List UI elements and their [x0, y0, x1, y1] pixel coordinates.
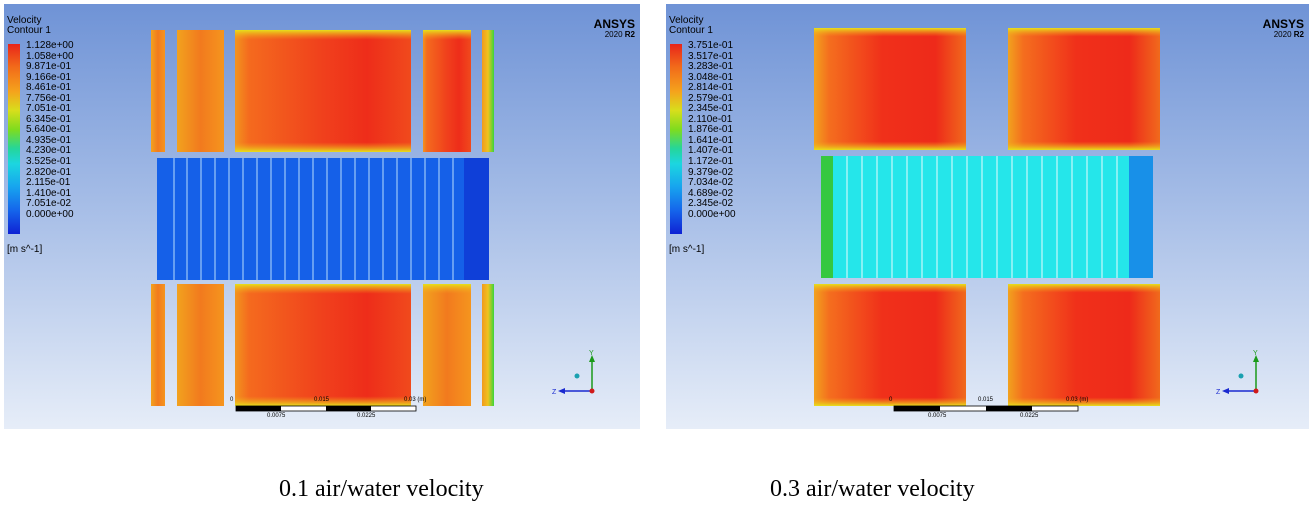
- axis-triad-icon: Y Z: [1216, 350, 1259, 396]
- legend-label: 3.283e-01: [688, 61, 734, 73]
- legend-label: 0.000e+00: [688, 208, 736, 220]
- caption-right: 0.3 air/water velocity: [770, 476, 975, 502]
- axis-y-label: Y: [589, 350, 594, 357]
- scale-label-00075: 0.0075: [267, 413, 286, 419]
- legend-label: 6.345e-01: [26, 113, 72, 125]
- legend-label: 4.689e-02: [688, 187, 734, 199]
- legend-label: 4.935e-01: [26, 134, 72, 146]
- ansys-logo: ANSYS 2020 R2: [593, 17, 635, 39]
- legend-label: 7.051e-01: [26, 103, 72, 115]
- scale-label-00075: 0.0075: [928, 413, 947, 419]
- legend-label: 9.379e-02: [688, 166, 734, 178]
- legend-label: 7.051e-02: [26, 198, 72, 210]
- axis-z-label: Z: [552, 389, 557, 396]
- scale-label-003: 0.03 (m): [404, 397, 427, 403]
- axis-z-label: Z: [1216, 389, 1221, 396]
- legend-label: 8.461e-01: [26, 82, 72, 94]
- contour-panel-left: Velocity Contour 1 1.128e+00 1.058e+00 9.8…: [4, 4, 640, 429]
- legend-label: 2.579e-01: [688, 92, 734, 104]
- caption-left: 0.1 air/water velocity: [279, 476, 484, 502]
- scale-label-0015: 0.015: [978, 397, 994, 403]
- scale-label-0: 0: [230, 397, 234, 403]
- legend-label: 2.345e-02: [688, 198, 734, 210]
- legend-label: 1.410e-01: [26, 187, 72, 199]
- legend-unit: [m s^-1]: [7, 244, 43, 255]
- legend-label: 1.876e-01: [688, 124, 734, 136]
- legend-label: 9.871e-01: [26, 61, 72, 73]
- legend-label: 2.115e-01: [26, 177, 71, 189]
- ansys-logo: ANSYS 2020 R2: [1262, 17, 1304, 39]
- scale-label-0015: 0.015: [314, 397, 330, 403]
- legend-label: 2.345e-01: [688, 103, 734, 115]
- legend-title: Velocity Contour 1: [7, 15, 51, 36]
- legend-color-bar: [670, 44, 682, 234]
- legend-label: 2.110e-01: [688, 113, 733, 125]
- legend-label: 1.641e-01: [688, 134, 734, 146]
- legend-label: 9.166e-01: [26, 71, 72, 83]
- legend-label: 3.525e-01: [26, 156, 72, 168]
- legend-label: 2.820e-01: [26, 166, 72, 178]
- legend-label: 3.751e-01: [688, 40, 734, 51]
- legend-label: 4.230e-01: [26, 145, 72, 157]
- legend-unit: [m s^-1]: [669, 244, 705, 255]
- legend-label: 7.034e-02: [688, 177, 734, 189]
- legend-labels: 3.751e-01 3.517e-01 3.283e-01 3.048e-01 2.81…: [688, 40, 736, 220]
- legend-label: 5.640e-01: [26, 124, 72, 136]
- scale-label-003: 0.03 (m): [1066, 397, 1089, 403]
- legend-label: 3.048e-01: [688, 71, 734, 83]
- velocity-contour-image-left: [151, 30, 494, 412]
- legend-label: 1.058e+00: [26, 50, 74, 62]
- legend-label: 1.128e+00: [26, 40, 74, 51]
- scale-label-00225: 0.0225: [1020, 413, 1039, 419]
- legend-color-bar: [8, 44, 20, 234]
- scale-label-00225: 0.0225: [357, 413, 376, 419]
- legend-label: 7.756e-01: [26, 92, 72, 104]
- axis-y-label: Y: [1253, 350, 1258, 357]
- legend-label: 3.517e-01: [688, 50, 734, 62]
- axis-triad-icon: Y Z: [552, 350, 595, 396]
- legend-label: 1.407e-01: [688, 145, 734, 157]
- legend-title: Velocity Contour 1: [669, 15, 713, 36]
- velocity-contour-image-right: [814, 28, 1160, 412]
- legend-label: 0.000e+00: [26, 208, 74, 220]
- scale-label-0: 0: [889, 397, 893, 403]
- legend-label: 1.172e-01: [688, 156, 734, 168]
- contour-panel-right: Velocity Contour 1 3.751e-01 3.517e-01 3.2…: [666, 4, 1309, 429]
- legend-label: 2.814e-01: [688, 82, 734, 94]
- legend-labels: 1.128e+00 1.058e+00 9.871e-01 9.166e-01 8.46…: [26, 40, 74, 220]
